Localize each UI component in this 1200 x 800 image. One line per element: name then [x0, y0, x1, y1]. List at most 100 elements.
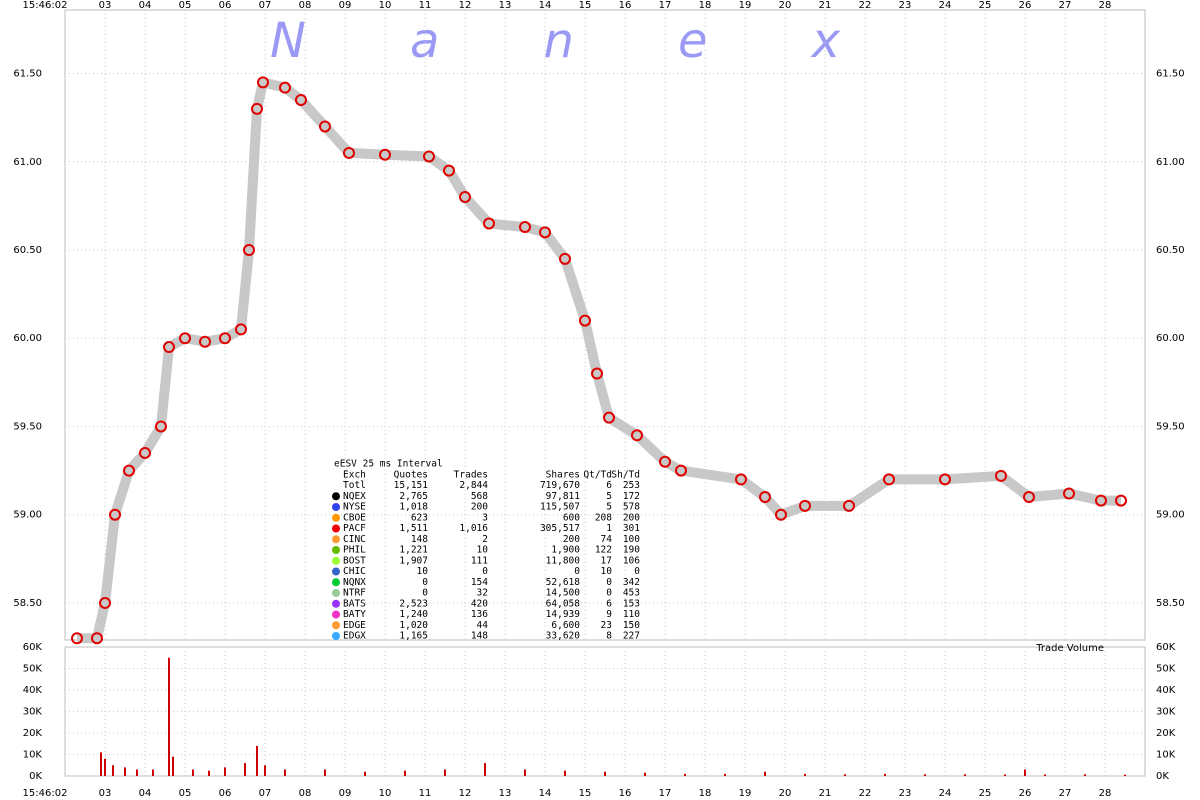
table-cell: 10: [477, 545, 489, 556]
y-tick-label-right: 60.50: [1156, 245, 1185, 256]
table-cell: NQEX: [343, 491, 366, 502]
trade-marker: [179, 332, 191, 345]
trade-marker: [631, 429, 643, 442]
x-tick-label: 11: [419, 788, 432, 799]
table-cell: 1,165: [399, 631, 428, 642]
trade-marker: [71, 632, 83, 645]
table-cell: 11,800: [546, 555, 581, 566]
table-cell: 106: [623, 555, 640, 566]
x-tick-label: 23: [899, 0, 912, 11]
table-cell: 97,811: [546, 491, 581, 502]
volume-bar: [124, 767, 126, 776]
trade-marker: [443, 164, 455, 177]
table-cell: 2,523: [399, 598, 428, 609]
trade-marker: [603, 411, 615, 424]
trade-marker: [243, 244, 255, 256]
x-tick-label: 12: [459, 0, 472, 11]
table-cell: 0: [482, 566, 488, 577]
volume-bar: [152, 769, 154, 776]
trade-marker: [735, 473, 747, 486]
trade-marker: [675, 464, 687, 477]
x-tick-label: 22: [859, 788, 872, 799]
table-cell: 2,765: [399, 491, 428, 502]
x-tick-label: 15:46:02: [23, 0, 68, 11]
x-tick-label: 26: [1019, 0, 1032, 11]
trade-marker: [591, 367, 603, 380]
table-cell: CINC: [343, 534, 366, 545]
table-cell: 0: [606, 577, 612, 588]
trade-marker: [579, 314, 591, 327]
table-cell: 305,517: [540, 523, 580, 534]
table-cell: 200: [563, 534, 580, 545]
table-total: 253: [623, 480, 640, 491]
y-tick-label-right: 60.00: [1156, 333, 1185, 344]
x-tick-label: 28: [1099, 788, 1112, 799]
y-tick-label: 10K: [23, 750, 43, 761]
volume-bar: [724, 773, 726, 776]
panel-frame: [64, 9, 1146, 641]
volume-bar: [524, 769, 526, 776]
volume-bar: [444, 769, 446, 776]
trade-marker: [423, 150, 435, 163]
trade-marker: [257, 76, 269, 89]
trade-marker: [939, 473, 951, 486]
table-cell: 5: [606, 502, 612, 513]
table-cell: PHIL: [343, 545, 366, 556]
x-tick-label: 17: [659, 0, 672, 11]
table-cell: 0: [422, 577, 428, 588]
table-header: Trades: [454, 469, 488, 480]
legend-marker: [332, 492, 340, 501]
table-cell: 0: [574, 566, 580, 577]
table-total: 2,844: [459, 480, 488, 491]
table-cell: 3: [482, 512, 488, 523]
table-cell: 1: [606, 523, 612, 534]
table-cell: 148: [471, 631, 488, 642]
legend-marker: [332, 610, 340, 619]
legend-marker: [332, 535, 340, 544]
table-cell: 74: [601, 534, 613, 545]
x-tick-label: 26: [1019, 788, 1032, 799]
trade-marker: [799, 499, 811, 512]
table-cell: 111: [471, 555, 488, 566]
table-cell: CBOE: [343, 512, 366, 523]
x-tick-label: 19: [739, 0, 752, 11]
x-tick-label: 25: [979, 0, 992, 11]
volume-bar: [924, 774, 926, 776]
x-tick-label: 09: [339, 0, 352, 11]
table-cell: 10: [417, 566, 429, 577]
table-cell: 6,600: [551, 620, 580, 631]
volume-bar: [1124, 774, 1126, 776]
table-cell: 1,221: [399, 545, 428, 556]
trade-marker: [883, 473, 895, 486]
x-tick-label: 10: [379, 788, 392, 799]
x-tick-label: 18: [699, 0, 712, 11]
table-total: 15,151: [394, 480, 429, 491]
volume-bar: [324, 769, 326, 776]
table-cell: 453: [623, 588, 640, 599]
trade-marker: [123, 464, 135, 477]
y-tick-label-right: 58.50: [1156, 598, 1185, 609]
x-tick-label: 14: [539, 0, 552, 11]
table-cell: 100: [623, 534, 640, 545]
legend-marker: [332, 513, 340, 522]
x-tick-label: 06: [219, 0, 232, 11]
table-cell: 578: [623, 502, 640, 513]
volume-bar: [804, 773, 806, 776]
legend-marker: [332, 578, 340, 587]
legend-marker: [332, 599, 340, 608]
x-tick-label: 19: [739, 788, 752, 799]
table-cell: 23: [601, 620, 612, 631]
volume-bar: [1024, 769, 1026, 776]
volume-bar: [764, 771, 766, 776]
table-header: Shares: [546, 469, 580, 480]
volume-bar: [404, 770, 406, 776]
trade-marker: [1115, 494, 1127, 507]
table-cell: 1,511: [399, 523, 428, 534]
table-cell: 2: [482, 534, 488, 545]
x-tick-label: 21: [819, 0, 832, 11]
y-tick-label-right: 59.50: [1156, 421, 1185, 432]
y-tick-label: 40K: [23, 685, 43, 696]
y-tick-label: 58.50: [13, 598, 42, 609]
y-tick-label: 60.00: [13, 333, 42, 344]
table-cell: 122: [595, 545, 612, 556]
